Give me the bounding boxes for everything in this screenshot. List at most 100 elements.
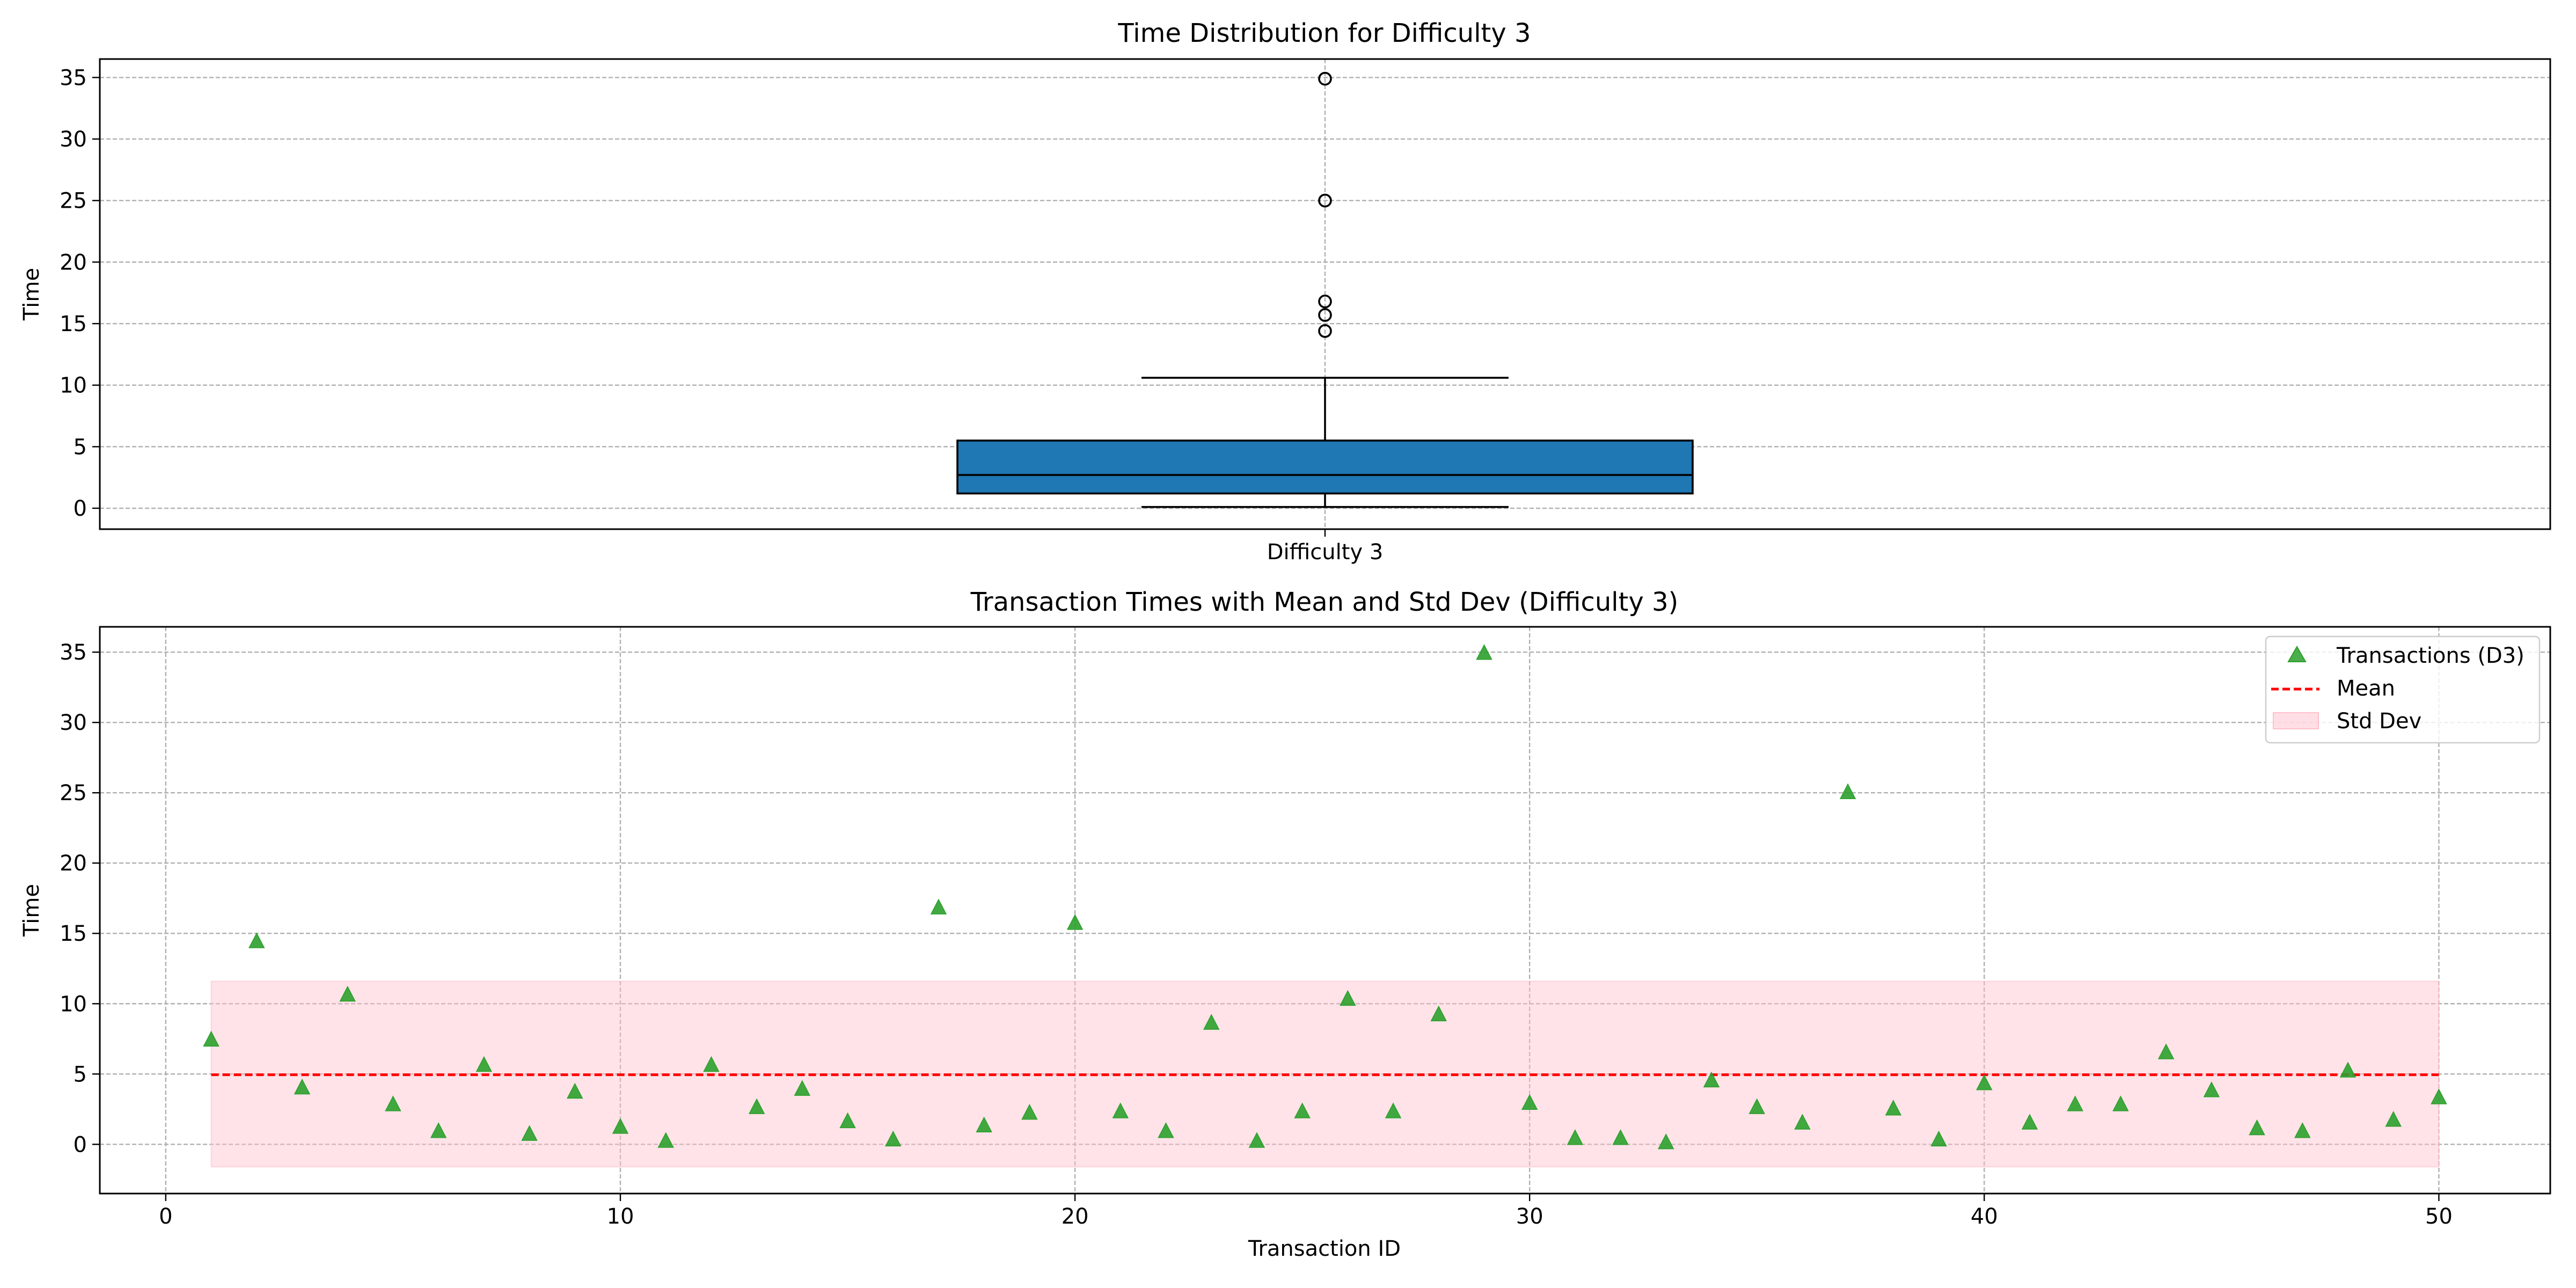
- transaction-point: [294, 1078, 311, 1095]
- boxplot-y-tick-label: 15: [60, 312, 87, 336]
- scatter-x-tick-label: 30: [1516, 1204, 1543, 1229]
- transaction-point: [2385, 1111, 2402, 1127]
- scatter-x-tick-label: 0: [159, 1204, 172, 1229]
- scatter-y-tick-label: 35: [60, 640, 87, 665]
- scatter-legend: Transactions (D3) Mean Std Dev: [2265, 635, 2541, 744]
- transaction-point: [1294, 1102, 1311, 1118]
- boxplot-y-tick-label: 10: [60, 374, 87, 398]
- transaction-point: [657, 1132, 674, 1148]
- outlier-point: [1318, 71, 1332, 86]
- boxplot-panel: Time Distribution for Difficulty 3 Time …: [19, 18, 2551, 565]
- outlier-point: [1318, 324, 1332, 338]
- legend-label-transactions: Transactions (D3): [2336, 643, 2524, 668]
- transaction-point: [2339, 1062, 2357, 1078]
- transaction-point: [976, 1116, 992, 1132]
- scatter-title: Transaction Times with Mean and Std Dev …: [970, 587, 1679, 617]
- transaction-point: [1203, 1014, 1220, 1030]
- transaction-point: [1021, 1104, 1038, 1120]
- scatter-y-tick-label: 10: [60, 992, 87, 1016]
- boxplot-y-tick-label: 30: [60, 127, 87, 152]
- transaction-points: [203, 644, 2447, 1150]
- transaction-point: [248, 932, 265, 948]
- legend-band-swatch-icon: [2273, 712, 2319, 729]
- std-dev-band-area: [210, 980, 2440, 1168]
- transaction-point: [1112, 1102, 1129, 1118]
- transaction-point: [1885, 1100, 1902, 1116]
- scatter-y-tick-label: 5: [74, 1062, 87, 1087]
- legend-label-std-dev: Std Dev: [2337, 709, 2421, 734]
- transaction-point: [475, 1056, 493, 1072]
- scatter-y-tick-label: 30: [60, 711, 87, 735]
- scatter-y-tick-label: 20: [60, 851, 87, 876]
- transaction-point: [1612, 1129, 1629, 1145]
- transaction-point: [1839, 783, 1856, 799]
- transaction-point: [1748, 1098, 1766, 1114]
- transaction-point: [2067, 1095, 2083, 1111]
- legend-box: [2265, 635, 2541, 744]
- transaction-point: [2431, 1088, 2447, 1104]
- transaction-point: [1158, 1122, 1174, 1138]
- transaction-point: [385, 1095, 401, 1111]
- interquartile-box: [956, 440, 1694, 495]
- transaction-point: [1340, 990, 1356, 1006]
- transaction-point: [884, 1130, 902, 1147]
- outlier-point: [1318, 294, 1332, 309]
- transaction-point: [1385, 1102, 1402, 1118]
- scatter-panel: Transaction Times with Mean and Std Dev …: [19, 587, 2551, 1261]
- outlier-point: [1318, 193, 1332, 208]
- transaction-point: [430, 1122, 447, 1138]
- transaction-point: [203, 1030, 219, 1047]
- transaction-point: [1248, 1132, 1265, 1148]
- scatter-axes-frame: [99, 626, 2551, 1195]
- scatter-y-tick-label: 25: [60, 781, 87, 806]
- scatter-y-tick-label: 0: [74, 1132, 87, 1157]
- scatter-x-tick-label: 20: [1062, 1204, 1089, 1229]
- transaction-point: [2021, 1114, 2038, 1130]
- transaction-point: [521, 1125, 538, 1141]
- boxplot-x-tick-label: Difficulty 3: [1267, 540, 1384, 565]
- boxplot-y-tick-label: 20: [60, 250, 87, 275]
- std-dev-band: [210, 980, 2440, 1168]
- boxplot-y-ticks: 0 5 10 15 20 25 30 35: [60, 65, 100, 521]
- boxplot-grid: [100, 59, 2550, 529]
- boxplot-y-tick-label: 25: [60, 189, 87, 214]
- scatter-x-axis-label: Transaction ID: [1248, 1236, 1401, 1261]
- outlier-point: [1318, 308, 1332, 322]
- boxplot-y-tick-label: 35: [60, 65, 87, 90]
- boxplot-y-axis-label: Time: [19, 268, 44, 321]
- transaction-point: [339, 985, 356, 1002]
- transaction-point: [1430, 1005, 1447, 1021]
- transaction-point: [2249, 1119, 2265, 1136]
- scatter-x-tick-label: 50: [2425, 1204, 2453, 1229]
- scatter-x-ticks: 0 10 20 30 40 50: [159, 1194, 2453, 1229]
- boxplot-marks: [956, 71, 1694, 508]
- boxplot-y-tick-label: 5: [74, 435, 87, 459]
- legend-label-mean: Mean: [2337, 676, 2395, 701]
- transaction-point: [1521, 1094, 1538, 1110]
- transaction-point: [1703, 1071, 1720, 1088]
- transaction-point: [1930, 1130, 1947, 1147]
- transaction-point: [839, 1112, 856, 1129]
- scatter-y-ticks: 0 5 10 15 20 25 30 35: [60, 640, 100, 1157]
- transaction-point: [2157, 1043, 2175, 1059]
- transaction-point: [1976, 1074, 1993, 1091]
- boxplot-axes-frame: [99, 58, 2551, 530]
- transaction-point: [703, 1056, 720, 1072]
- scatter-y-axis-label: Time: [19, 884, 44, 937]
- transaction-point: [2203, 1081, 2220, 1097]
- scatter-y-tick-label: 15: [60, 921, 87, 946]
- transaction-point: [1794, 1114, 1811, 1130]
- transaction-point: [1476, 644, 1492, 660]
- transaction-point: [930, 898, 947, 914]
- transaction-point: [1066, 914, 1084, 930]
- transaction-point: [1658, 1133, 1674, 1150]
- scatter-x-tick-label: 10: [607, 1204, 634, 1229]
- transaction-point: [1567, 1129, 1584, 1145]
- transaction-point: [748, 1098, 765, 1114]
- transaction-point: [612, 1118, 629, 1134]
- transaction-point: [794, 1080, 811, 1096]
- transaction-point: [567, 1082, 583, 1099]
- transaction-point: [2112, 1095, 2129, 1111]
